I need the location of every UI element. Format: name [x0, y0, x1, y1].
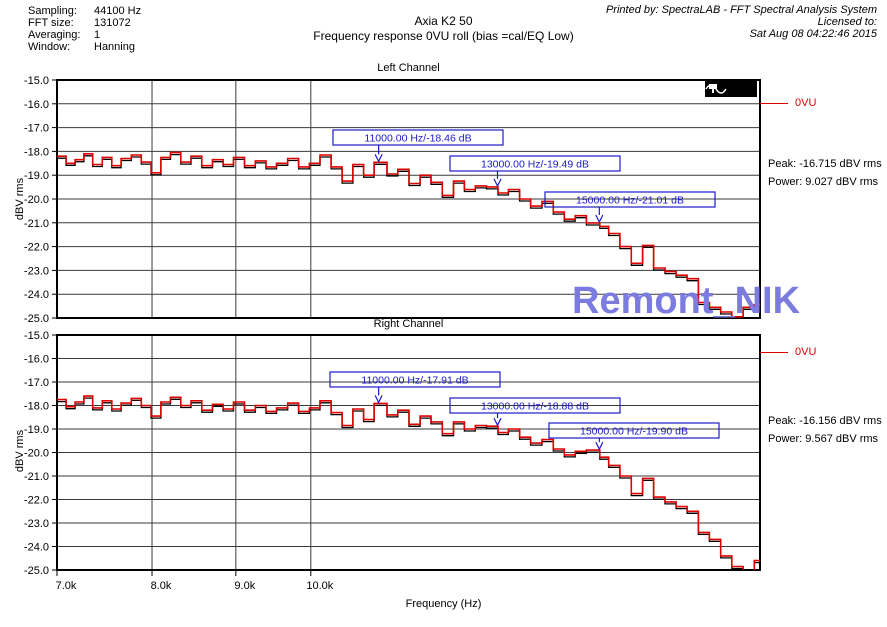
y-tick-label: -15.0 — [24, 75, 49, 87]
right-channel-legend: 0VU — [760, 346, 816, 358]
annotation-box[interactable] — [332, 129, 504, 146]
y-tick-label: -20.0 — [24, 194, 49, 206]
y-tick-label: -24.0 — [24, 289, 49, 301]
left-channel-stats: Peak: -16.715 dBV rms Power: 9.027 dBV r… — [768, 155, 882, 191]
annotation-arrowhead-icon — [374, 395, 383, 404]
cursor-annotation[interactable]: 15000.00 Hz/-21.01 dB — [544, 191, 716, 224]
left-channel-legend: 0VU — [760, 97, 816, 109]
printed-by-block: Printed by: SpectraLAB - FFT Spectral An… — [606, 4, 877, 40]
print-date: Sat Aug 08 04:22:46 2015 — [749, 28, 877, 40]
setting-row-fft-size: FFT size: 131072 — [28, 17, 141, 29]
setting-row-sampling: Sampling: 44100 Hz — [28, 5, 141, 17]
right-channel-title: Right Channel — [373, 318, 444, 330]
annotation-arrowhead-icon — [595, 441, 604, 451]
report-title-line1: Axia K2 50 — [414, 14, 473, 28]
legend-label: 0VU — [795, 346, 817, 358]
legend-line-swatch — [760, 102, 788, 104]
annotation-label: 15000.00 Hz/-21.01 dB — [576, 195, 684, 207]
cursor-annotation[interactable]: 13000.00 Hz/-19.49 dB — [449, 155, 621, 188]
plot-border — [56, 79, 761, 319]
y-tick-label: -23.0 — [24, 265, 49, 277]
power-readout: Power: 9.027 dBV rms — [768, 176, 879, 188]
report-title: Axia K2 50 Frequency response 0VU roll (… — [0, 14, 887, 44]
printed-by-text: Printed by: SpectraLAB - FFT Spectral An… — [605, 4, 877, 16]
annotation-box[interactable] — [548, 422, 720, 439]
setting-label: FFT size: — [28, 17, 74, 29]
annotation-box[interactable] — [544, 191, 716, 208]
setting-value: 44100 Hz — [94, 5, 142, 17]
y-tick-label: -19.0 — [24, 170, 49, 182]
y-tick-label: -21.0 — [24, 471, 49, 483]
setting-value: 131072 — [94, 17, 131, 29]
y-tick-label: -22.0 — [24, 242, 49, 254]
y-tick-label: -24.0 — [24, 542, 49, 554]
y-tick-label: -19.0 — [24, 424, 49, 436]
y-tick-label: -25.0 — [24, 313, 49, 325]
y-tick-label: -16.0 — [24, 354, 49, 366]
setting-label: Averaging: — [28, 29, 81, 41]
annotation-label: 11000.00 Hz/-17.91 dB — [361, 375, 468, 387]
y-tick-label: -15.0 — [24, 330, 49, 342]
y-tick-label: -22.0 — [24, 495, 49, 507]
y-tick-label: -17.0 — [24, 123, 49, 135]
x-tick-label: 7.0k — [56, 580, 77, 592]
plot-border — [56, 334, 761, 571]
y-tick-label: -18.0 — [24, 146, 49, 158]
annotation-label: 15000.00 Hz/-19.90 dB — [580, 426, 688, 438]
x-tick-label: 10.0k — [306, 580, 333, 592]
x-tick-label: 9.0k — [234, 580, 255, 592]
cursor-annotation[interactable]: 11000.00 Hz/-17.91 dB — [329, 371, 501, 404]
left-channel-title: Left Channel — [377, 62, 440, 74]
annotation-box[interactable] — [329, 371, 501, 388]
right-channel-stats: Peak: -16.156 dBV rms Power: 9.567 dBV r… — [768, 412, 882, 448]
x-tick-label: 8.0k — [151, 580, 172, 592]
plot-toolbar[interactable] — [705, 81, 757, 97]
setting-value: 1 — [94, 29, 101, 41]
annotation-box[interactable] — [449, 397, 621, 414]
y-tick-label: -25.0 — [24, 565, 49, 577]
cursor-annotation[interactable]: 15000.00 Hz/-19.90 dB — [548, 422, 720, 451]
y-tick-label: -20.0 — [24, 448, 49, 460]
setting-row-averaging: Averaging: 1 — [28, 29, 141, 41]
y-tick-label: -18.0 — [24, 401, 49, 413]
annotation-arrowhead-icon — [493, 178, 502, 188]
trace-0VU — [57, 395, 760, 570]
annotation-label: 13000.00 Hz/-19.49 dB — [481, 159, 589, 171]
annotation-label: 11000.00 Hz/-18.46 dB — [364, 133, 471, 145]
right-channel-plot[interactable]: -15.0 -16.0 -17.0 -18.0 -19.0 -20.0 -21.0 -22.0… — [0, 330, 887, 595]
y-tick-label: -16.0 — [24, 99, 49, 111]
annotation-arrowhead-icon — [374, 154, 383, 163]
sine-wave-icon — [705, 84, 727, 94]
trace-0VU — [57, 151, 760, 318]
analysis-settings: Sampling: 44100 Hz FFT size: 131072 Aver… — [28, 5, 141, 53]
x-axis-label: Frequency (Hz) — [405, 598, 482, 610]
y-tick-label: -23.0 — [24, 518, 49, 530]
legend-line-swatch — [760, 351, 788, 353]
setting-label: Sampling: — [28, 5, 77, 17]
annotation-box[interactable] — [449, 155, 621, 172]
legend-label: 0VU — [795, 97, 817, 109]
peak-readout: Peak: -16.156 dBV rms — [768, 415, 882, 427]
y-tick-label: -17.0 — [24, 377, 49, 389]
left-channel-plot[interactable]: -15.0 -16.0 -17.0 -18.0 -19.0 -20.0 -21.0 -22.0… — [0, 75, 887, 328]
report-title-line2: Frequency response 0VU roll (bias =cal/E… — [313, 29, 574, 43]
y-tick-label: -21.0 — [24, 218, 49, 230]
power-readout: Power: 9.567 dBV rms — [768, 433, 879, 445]
annotation-label: 13000.00 Hz/-18.88 dB — [481, 401, 589, 413]
cursor-annotation[interactable]: 13000.00 Hz/-18.88 dB — [449, 397, 621, 427]
peak-readout: Peak: -16.715 dBV rms — [768, 158, 882, 170]
annotation-arrowhead-icon — [595, 214, 604, 224]
setting-value: Hanning — [94, 41, 135, 53]
setting-row-window: Window: Hanning — [28, 41, 141, 53]
licensed-to-text: Licensed to: — [817, 16, 877, 28]
annotation-arrowhead-icon — [493, 417, 502, 427]
cursor-annotation[interactable]: 11000.00 Hz/-18.46 dB — [332, 129, 504, 163]
setting-label: Window: — [28, 41, 71, 53]
